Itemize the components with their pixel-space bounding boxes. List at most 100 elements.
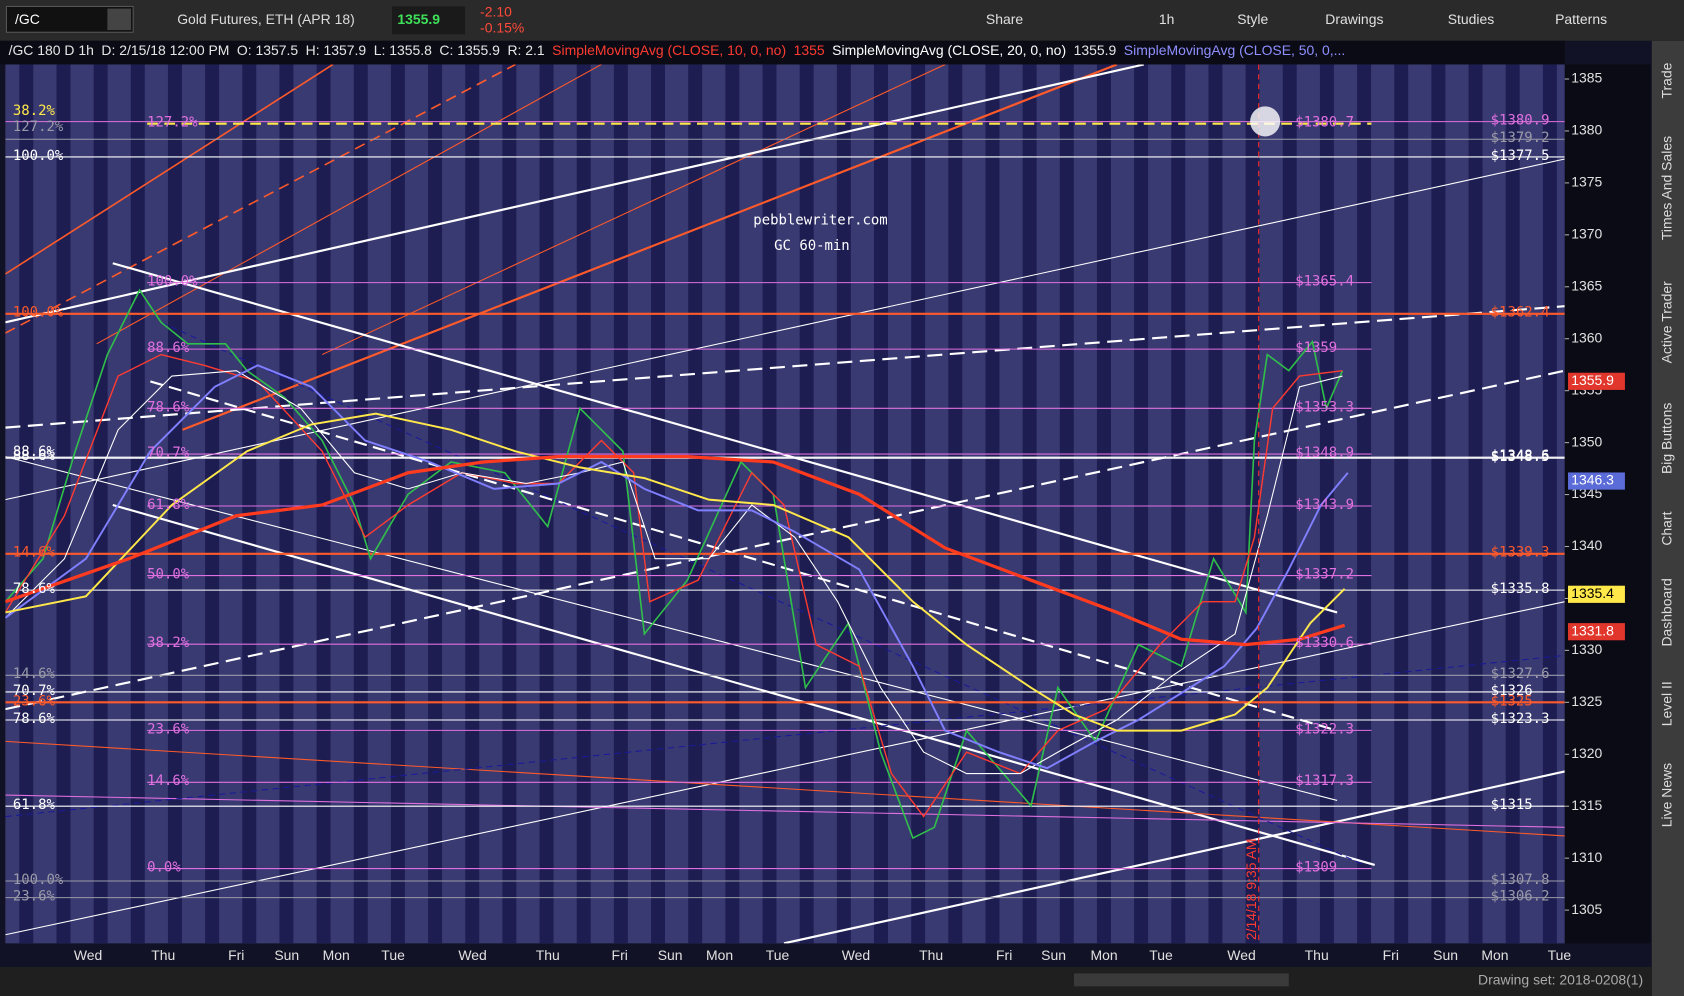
- side-tab[interactable]: Trade: [1659, 62, 1675, 98]
- session-stripe: [836, 64, 851, 944]
- time-label: Tue: [766, 947, 790, 963]
- side-tab[interactable]: Times And Sales: [1659, 136, 1675, 240]
- change-pct: -0.15%: [480, 20, 524, 36]
- price-box-label: 1355.9: [1571, 372, 1614, 388]
- side-panel: [1651, 40, 1684, 996]
- study-name: SimpleMovingAvg (CLOSE, 50, 0,...: [1124, 42, 1346, 58]
- level-label: $1325: [1491, 693, 1533, 709]
- price-box-label: 1331.8: [1571, 622, 1614, 638]
- symbol-dropdown[interactable]: [107, 8, 132, 31]
- session-stripe: [725, 64, 740, 944]
- level-label: $1362.4: [1491, 305, 1550, 321]
- info-line-bar: [0, 40, 1565, 65]
- instrument: Gold Futures, ETH (APR 18): [177, 11, 355, 27]
- info-field: /GC 180 D 1h: [9, 42, 94, 58]
- fib-pct: 88.6%: [147, 340, 190, 356]
- toolbar-button-label: Share: [986, 11, 1023, 27]
- chart-area: [5, 64, 1565, 944]
- study-value: 1355: [794, 42, 825, 58]
- price-tick-label: 1310: [1571, 849, 1602, 865]
- price-tick-label: 1380: [1571, 122, 1602, 138]
- session-stripe: [1096, 64, 1111, 944]
- fib-pct: 61.8%: [147, 497, 190, 513]
- side-tab[interactable]: Active Trader: [1659, 281, 1675, 364]
- price-tick-label: 1370: [1571, 226, 1602, 242]
- session-stripe: [279, 64, 294, 944]
- side-tab[interactable]: Level II: [1659, 681, 1675, 726]
- fib-target: $1359: [1295, 340, 1337, 356]
- fib-target: $1317.3: [1295, 773, 1354, 789]
- info-field: C: 1355.9: [439, 42, 500, 58]
- side-tab[interactable]: Big Buttons: [1659, 403, 1675, 474]
- price-box-label: 1346.3: [1571, 472, 1614, 488]
- fib-pct: 14.6%: [147, 773, 190, 789]
- fib-target: $1309: [1295, 859, 1337, 875]
- trend-line: [5, 456, 1338, 801]
- fib-target: $1330.6: [1295, 635, 1354, 651]
- time-label: Tue: [1149, 947, 1173, 963]
- session-stripe: [1431, 64, 1446, 944]
- level-label: $1348.5: [1491, 449, 1550, 465]
- time-label: Fri: [1383, 947, 1399, 963]
- left-fib-label: 38.2%: [13, 103, 56, 119]
- toolbar-button-label: 1h: [1159, 11, 1175, 27]
- sma-100: [5, 412, 1346, 732]
- time-label: Thu: [919, 947, 943, 963]
- fib-pct: 127.2%: [147, 115, 198, 131]
- fib-pct: 23.6%: [147, 721, 190, 737]
- watermark: pebblewriter.com: [753, 212, 887, 228]
- footer-bar: [0, 966, 1652, 996]
- time-label: Thu: [151, 947, 175, 963]
- toolbar-button-label: Patterns: [1555, 11, 1607, 27]
- time-label: Mon: [1481, 947, 1508, 963]
- fib-target: $1353.3: [1295, 399, 1354, 415]
- time-label: Fri: [228, 947, 244, 963]
- info-field: H: 1357.9: [306, 42, 367, 58]
- price-tick-label: 1305: [1571, 901, 1602, 917]
- time-label: Sun: [1041, 947, 1066, 963]
- session-stripe: [1022, 64, 1037, 944]
- session-stripe: [651, 64, 666, 944]
- time-label: Mon: [323, 947, 350, 963]
- price-tick-label: 1350: [1571, 433, 1602, 449]
- price-path: [5, 288, 1344, 840]
- price-tick-label: 1365: [1571, 277, 1602, 293]
- price-tick-label: 1325: [1571, 693, 1602, 709]
- last-price: 1355.9: [397, 11, 440, 27]
- level-label: $1377.5: [1491, 148, 1550, 164]
- last-bg: [392, 6, 466, 35]
- session-stripe: [353, 64, 368, 944]
- time-label: Thu: [1305, 947, 1329, 963]
- time-label: Tue: [1548, 947, 1572, 963]
- session-stripe: [1134, 64, 1149, 944]
- left-fib-label: 14.6%: [13, 666, 56, 682]
- side-tab[interactable]: Chart: [1659, 511, 1675, 545]
- left-fib-label: 100.0%: [13, 148, 64, 164]
- fib-pct: 78.6%: [147, 399, 190, 415]
- session-stripe: [428, 64, 443, 944]
- info-field: O: 1357.5: [237, 42, 299, 58]
- left-fib-label: 14.6%: [13, 545, 56, 561]
- trend-line: [5, 601, 1565, 936]
- session-stripe: [205, 64, 220, 944]
- time-label: Mon: [706, 947, 733, 963]
- trend-line: [5, 794, 1565, 828]
- price-box: [1568, 372, 1625, 390]
- trend-line: [321, 64, 946, 356]
- session-stripe: [1059, 64, 1074, 944]
- toolbar-button-label: Style: [1237, 11, 1268, 27]
- left-fib-label: 61.8%: [13, 797, 56, 813]
- session-stripe: [1282, 64, 1297, 944]
- trend-line: [150, 380, 1338, 732]
- level-label: $1335.8: [1491, 581, 1550, 597]
- price-box: [1568, 472, 1625, 490]
- toolbar: [0, 0, 1684, 41]
- trend-line: [5, 369, 1565, 711]
- session-stripe: [130, 64, 145, 944]
- level-label: $1339.3: [1491, 545, 1550, 561]
- time-label: Wed: [1227, 947, 1255, 963]
- side-tab[interactable]: Live News: [1659, 763, 1675, 827]
- side-tab[interactable]: Dashboard: [1659, 578, 1675, 646]
